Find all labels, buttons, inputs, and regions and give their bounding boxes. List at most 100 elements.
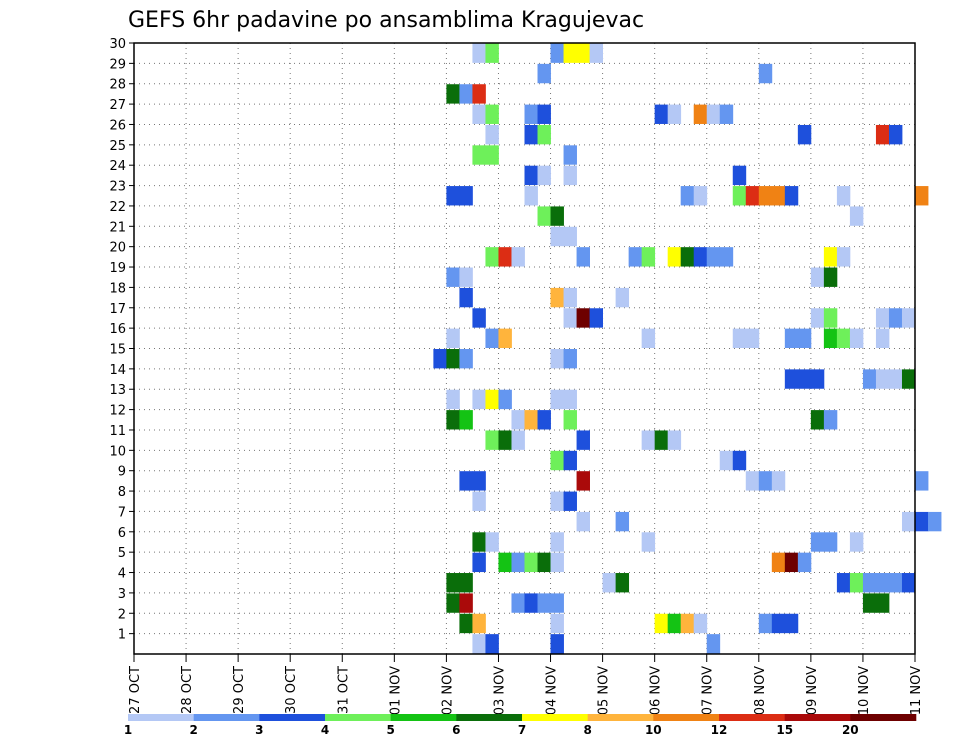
heatmap-cell <box>485 389 499 410</box>
heatmap-cell <box>524 186 538 206</box>
heatmap-cell <box>472 389 486 410</box>
heatmap-cell <box>654 104 669 124</box>
heatmap-cell <box>667 247 682 267</box>
heatmap-cell <box>771 471 786 491</box>
heatmap-cell <box>537 104 551 124</box>
heatmap-cell <box>875 308 890 328</box>
heatmap-cell <box>472 634 486 654</box>
heatmap-cell <box>875 593 890 613</box>
heatmap-cell <box>810 267 825 287</box>
heatmap-cell <box>862 593 877 613</box>
color-bar-label: 20 <box>842 723 859 737</box>
heatmap-cell <box>862 573 877 593</box>
heatmap-cell <box>459 287 473 308</box>
heatmap-cell <box>524 104 538 124</box>
heatmap-cell <box>563 410 577 430</box>
heatmap-cell <box>485 328 499 348</box>
heatmap-cell <box>472 84 486 104</box>
heatmap-cell <box>915 471 929 491</box>
heatmap-cell <box>550 491 564 511</box>
heatmap-cell <box>550 206 564 226</box>
heatmap-cell <box>446 593 460 613</box>
heatmap-cell <box>550 552 564 573</box>
y-tick-label: 15 <box>109 343 126 358</box>
color-bar-label: 3 <box>255 723 263 737</box>
heatmap-cell <box>563 287 577 308</box>
heatmap-cell <box>511 552 525 573</box>
x-tick-label: 31 OCT <box>336 666 351 714</box>
heatmap-cell <box>472 552 486 573</box>
heatmap-cell <box>823 267 838 287</box>
heatmap-cell <box>862 369 877 389</box>
heatmap-cell <box>901 511 916 532</box>
heatmap-cell <box>680 247 695 267</box>
heatmap-cell <box>563 226 577 247</box>
heatmap-cell <box>745 328 760 348</box>
color-bar-segment <box>193 714 260 721</box>
heatmap-cell <box>888 308 903 328</box>
heatmap-cell <box>745 186 760 206</box>
x-tick-label: 06 NOV <box>649 666 664 715</box>
x-tick-label: 04 NOV <box>545 666 560 715</box>
y-tick-label: 8 <box>118 485 126 500</box>
y-tick-label: 18 <box>109 281 126 296</box>
heatmap-cell <box>915 511 929 532</box>
heatmap-cell <box>615 511 630 532</box>
heatmap-cell <box>654 430 669 450</box>
heatmap-cell <box>550 613 564 634</box>
x-tick-label: 30 OCT <box>284 666 299 714</box>
grid-lines <box>134 43 915 654</box>
heatmap-cell <box>849 328 864 348</box>
heatmap-cell <box>563 349 577 369</box>
heatmap-cell <box>784 328 799 348</box>
heatmap-cell <box>550 450 564 471</box>
x-tick-label: 05 NOV <box>597 666 612 715</box>
heatmap-cell <box>550 593 564 613</box>
heatmap-cell <box>550 389 564 410</box>
y-tick-label: 22 <box>109 200 126 215</box>
heatmap-cell <box>446 186 460 206</box>
heatmap-cell <box>472 308 486 328</box>
heatmap-cell <box>485 247 499 267</box>
color-bar-segment <box>522 714 588 721</box>
heatmap-cell <box>537 593 551 613</box>
y-tick-label: 1 <box>118 628 126 643</box>
heatmap-cell <box>719 247 734 267</box>
x-tick-label: 28 OCT <box>180 666 195 714</box>
color-bar-label: 5 <box>387 723 395 737</box>
heatmap-cell <box>849 532 864 552</box>
y-tick-label: 13 <box>109 383 126 398</box>
heatmap-cell <box>498 389 512 410</box>
heatmap-cell <box>797 552 812 573</box>
heatmap-cell <box>602 573 617 593</box>
x-tick-label: 27 OCT <box>128 666 143 714</box>
x-axis-ticks: 27 OCT 28 OCT 29 OCT 30 OCT 31 OCT 01 NOV 02 N… <box>128 654 924 715</box>
heatmap-cell <box>485 43 499 63</box>
heatmap-cell <box>550 287 564 308</box>
heatmap-cell <box>615 573 630 593</box>
heatmap-cell <box>928 511 942 532</box>
heatmap-cell <box>485 124 499 145</box>
heatmap-cell <box>576 247 590 267</box>
heatmap-cell <box>485 430 499 450</box>
heatmap-cell <box>550 532 564 552</box>
heatmap-cell <box>732 450 747 471</box>
y-tick-label: 2 <box>118 607 126 622</box>
color-bar-label: 8 <box>584 723 592 737</box>
heatmap-cell <box>693 613 708 634</box>
heatmap-cell <box>771 613 786 634</box>
heatmap-cell <box>576 43 590 63</box>
y-tick-label: 14 <box>109 363 126 378</box>
heatmap-cell <box>563 389 577 410</box>
heatmap-cell <box>563 145 577 165</box>
heatmap-cell <box>836 573 851 593</box>
color-bar-label: 4 <box>321 723 329 737</box>
color-bar-label: 2 <box>190 723 198 737</box>
heatmap-cell <box>524 165 538 186</box>
heatmap-cell <box>446 573 460 593</box>
y-tick-label: 4 <box>118 567 126 582</box>
y-tick-label: 29 <box>109 57 126 72</box>
y-tick-label: 20 <box>109 241 126 256</box>
heatmap-cell <box>537 410 551 430</box>
heatmap-cell <box>563 491 577 511</box>
